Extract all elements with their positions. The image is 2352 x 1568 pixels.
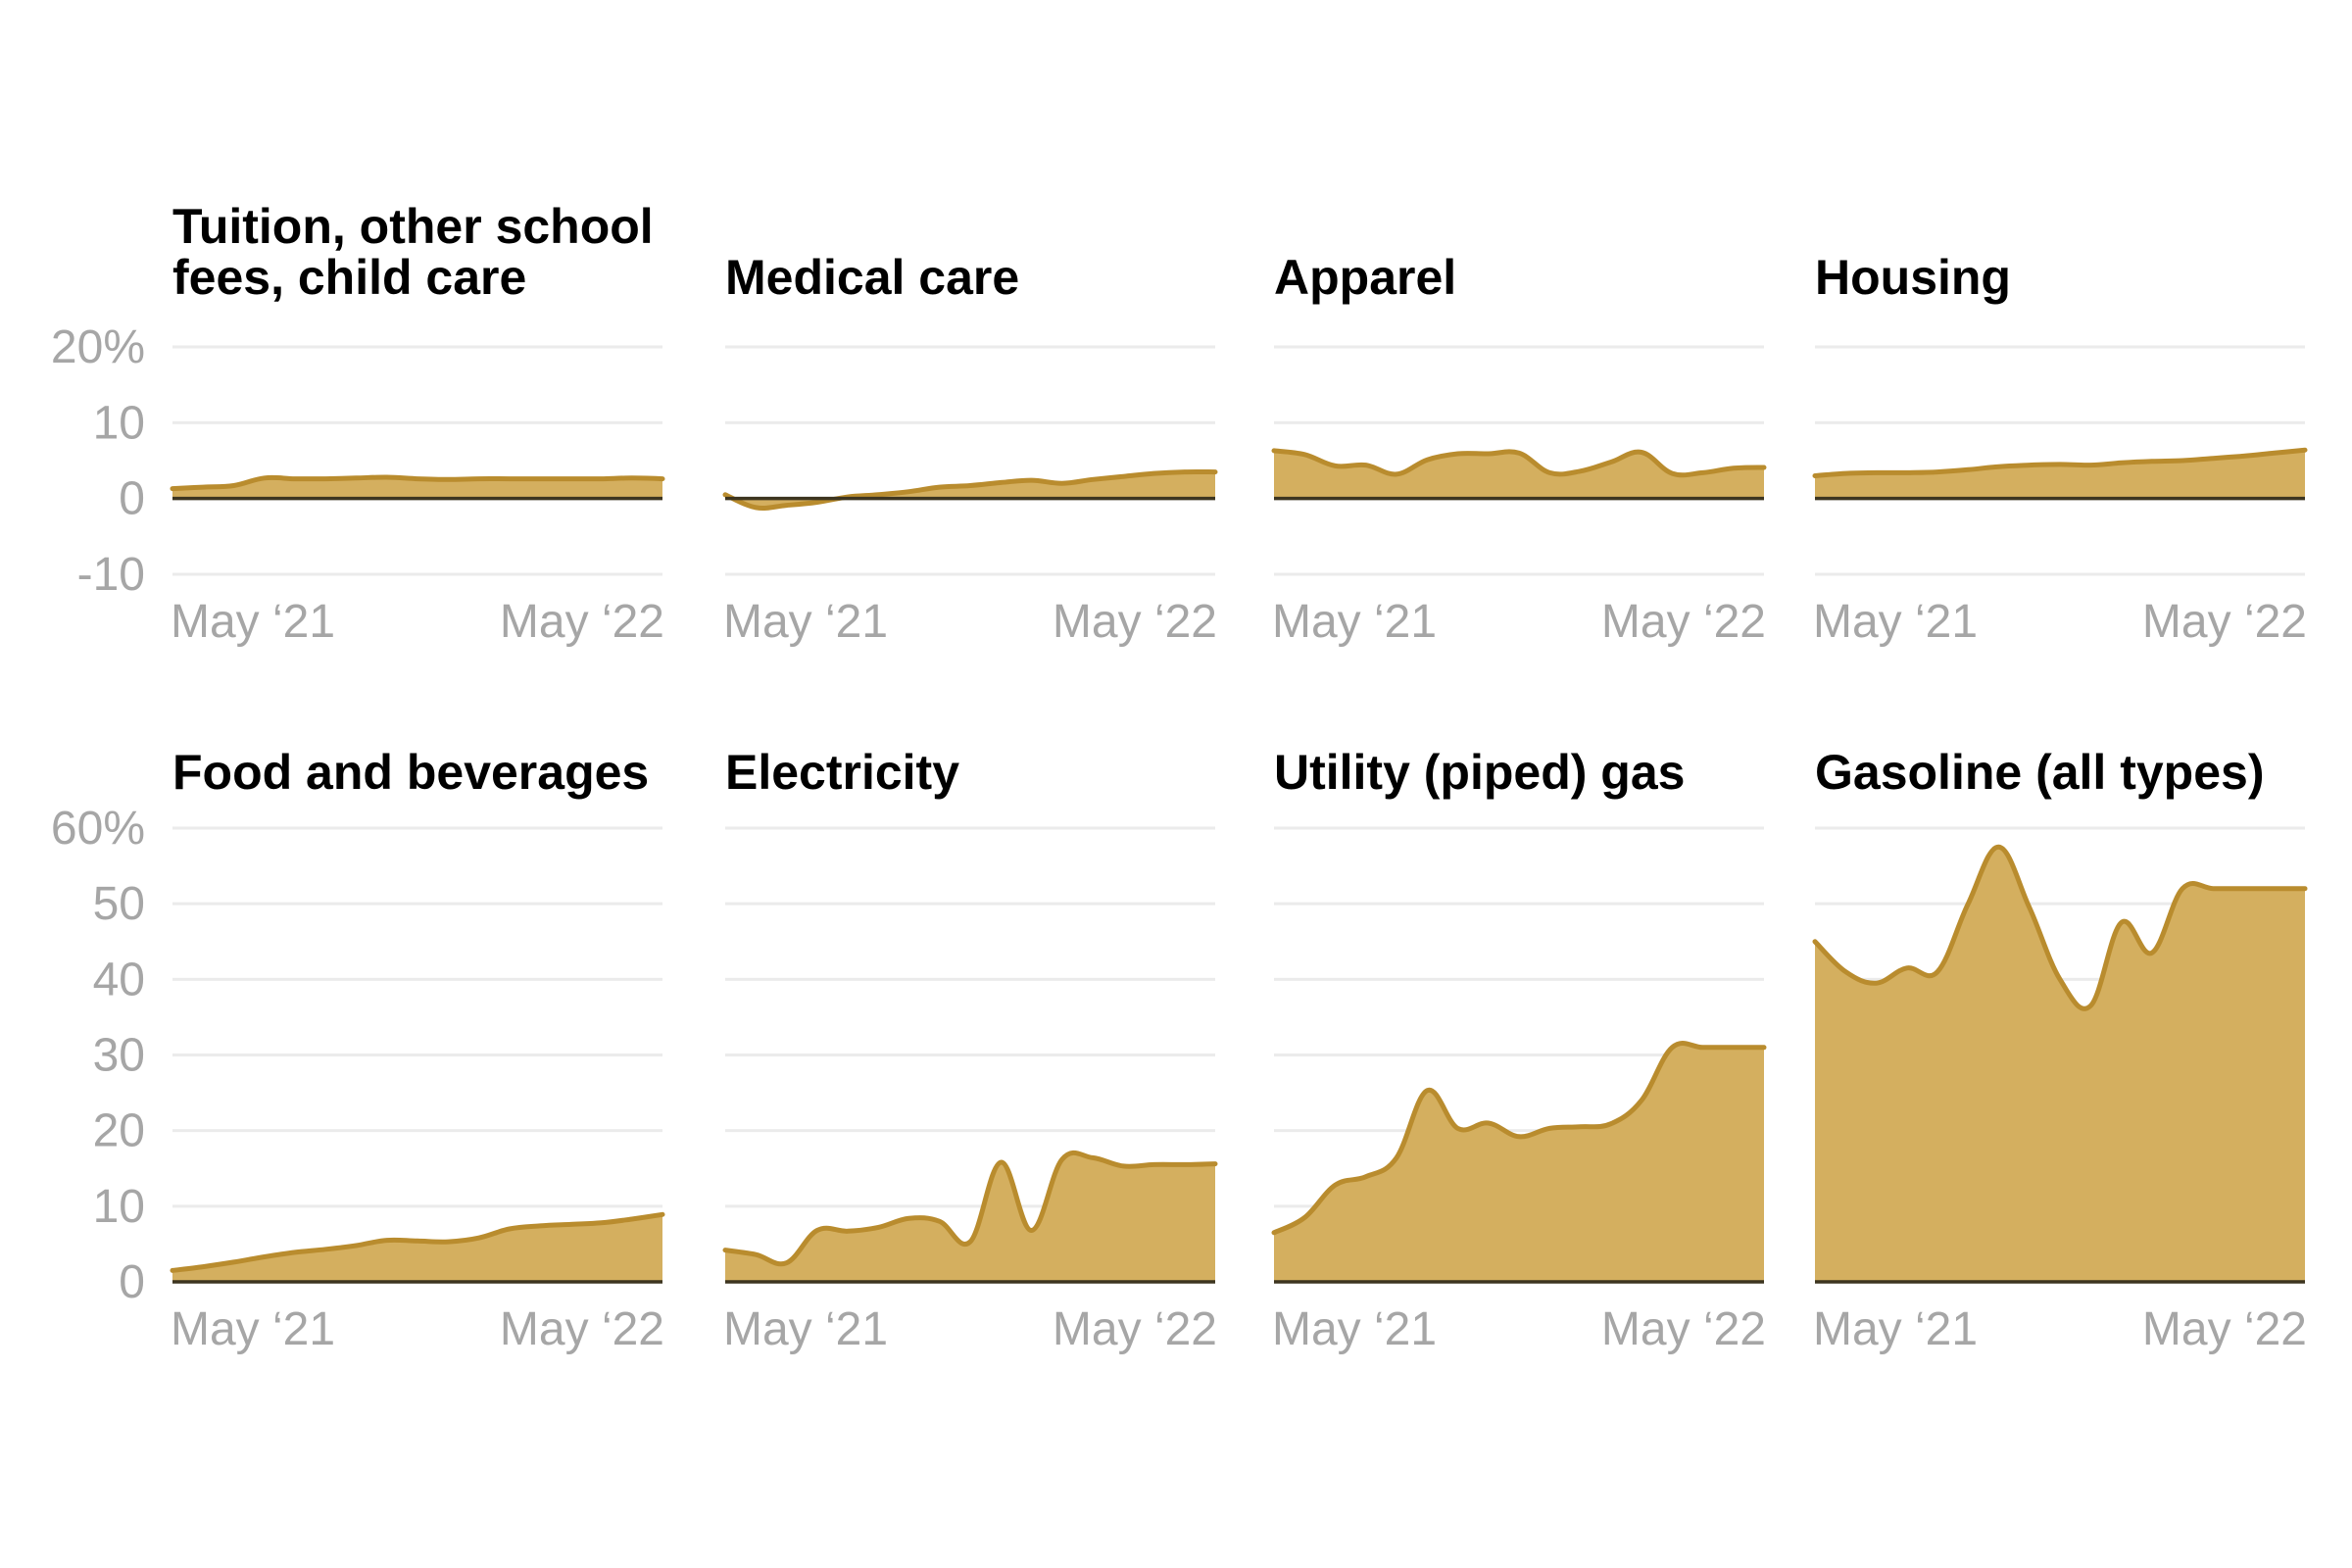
panel-title: Tuition, other school bbox=[172, 199, 654, 254]
y-tick-label: 40 bbox=[93, 954, 145, 1005]
x-tick-label: May ‘21 bbox=[171, 596, 335, 648]
x-tick-label: May ‘22 bbox=[1053, 596, 1217, 648]
x-tick-label: May ‘22 bbox=[2142, 1303, 2307, 1355]
panel-title: Electricity bbox=[725, 745, 959, 800]
x-tick-label: May ‘22 bbox=[500, 596, 664, 648]
y-tick-label: 0 bbox=[119, 1256, 145, 1308]
panel-title: Apparel bbox=[1274, 250, 1456, 305]
x-tick-label: May ‘21 bbox=[723, 596, 888, 648]
x-tick-label: May ‘21 bbox=[1272, 596, 1437, 648]
panel-title: Housing bbox=[1815, 250, 2011, 305]
y-tick-label: -10 bbox=[77, 549, 145, 601]
chart-panel: Medical care May ‘21 May ‘22 bbox=[722, 250, 1218, 648]
x-tick-label: May ‘21 bbox=[171, 1303, 335, 1355]
series-line bbox=[722, 1150, 1218, 1267]
series-area bbox=[1274, 1043, 1764, 1282]
series-line bbox=[722, 468, 1218, 512]
x-tick-label: May ‘22 bbox=[500, 1303, 664, 1355]
x-tick-label: May ‘21 bbox=[723, 1303, 888, 1355]
y-tick-label: 20% bbox=[51, 321, 145, 373]
chart-panel: Utility (piped) gas May ‘21 May ‘22 bbox=[1271, 745, 1767, 1355]
x-tick-label: May ‘22 bbox=[1601, 596, 1766, 648]
chart-panel: Electricity May ‘21 May ‘22 bbox=[722, 745, 1218, 1355]
y-tick-label: 0 bbox=[119, 473, 145, 525]
chart-panel: Housing May ‘21 May ‘22 bbox=[1812, 250, 2308, 648]
series-area bbox=[1274, 450, 1764, 499]
y-tick-label: 20 bbox=[93, 1105, 145, 1157]
panel-title: fees, child care bbox=[172, 250, 526, 305]
x-tick-label: May ‘22 bbox=[1601, 1303, 1766, 1355]
panel-title: Utility (piped) gas bbox=[1274, 745, 1685, 800]
panel-title: Gasoline (all types) bbox=[1815, 745, 2264, 800]
series-area bbox=[172, 1214, 662, 1282]
y-tick-label: 10 bbox=[93, 1181, 145, 1233]
x-tick-label: May ‘21 bbox=[1813, 596, 1978, 648]
y-tick-label: 30 bbox=[93, 1030, 145, 1082]
y-tick-label: 60% bbox=[51, 803, 145, 855]
series-line bbox=[1812, 447, 2308, 478]
x-tick-label: May ‘21 bbox=[1813, 1303, 1978, 1355]
series-line bbox=[170, 474, 665, 492]
series-line bbox=[1271, 448, 1767, 478]
x-tick-label: May ‘22 bbox=[2142, 596, 2307, 648]
panel-title: Medical care bbox=[725, 250, 1019, 305]
series-line bbox=[1812, 844, 2308, 1011]
panel-title: Food and beverages bbox=[172, 745, 649, 800]
y-tick-label: 10 bbox=[93, 397, 145, 449]
x-tick-label: May ‘22 bbox=[1053, 1303, 1217, 1355]
series-line bbox=[1271, 1041, 1767, 1236]
x-tick-label: May ‘21 bbox=[1272, 1303, 1437, 1355]
series-area bbox=[1815, 847, 2305, 1282]
series-area bbox=[725, 1152, 1215, 1282]
chart-panel: Food and beverages 60% 50 40 30 20 10 0 May ‘21 M… bbox=[51, 745, 665, 1355]
series-line bbox=[170, 1211, 665, 1273]
chart-panel: Apparel May ‘21 May ‘22 bbox=[1271, 250, 1767, 648]
chart-panel: Gasoline (all types) May ‘21 May ‘22 bbox=[1812, 745, 2308, 1355]
y-tick-label: 50 bbox=[93, 878, 145, 930]
series-area bbox=[172, 476, 662, 499]
